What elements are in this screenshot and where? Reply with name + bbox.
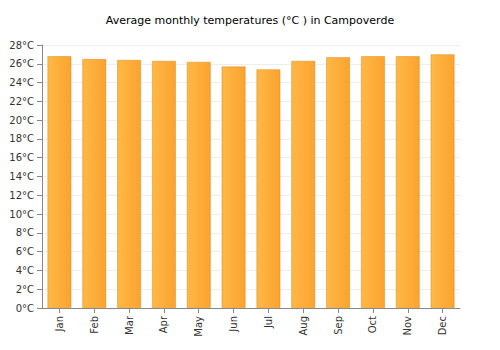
svg-text:May: May bbox=[193, 316, 204, 337]
svg-text:14°C: 14°C bbox=[9, 171, 34, 182]
svg-text:0°C: 0°C bbox=[16, 303, 34, 314]
svg-text:4°C: 4°C bbox=[16, 265, 34, 276]
svg-text:Sep: Sep bbox=[333, 316, 344, 335]
svg-text:10°C: 10°C bbox=[9, 209, 34, 220]
svg-text:Feb: Feb bbox=[89, 316, 100, 334]
svg-text:26°C: 26°C bbox=[9, 58, 34, 69]
svg-text:Nov: Nov bbox=[402, 316, 413, 336]
svg-text:Jun: Jun bbox=[228, 316, 239, 333]
svg-text:20°C: 20°C bbox=[9, 115, 34, 126]
svg-text:24°C: 24°C bbox=[9, 77, 34, 88]
svg-text:8°C: 8°C bbox=[16, 227, 34, 238]
svg-text:Jul: Jul bbox=[263, 316, 274, 329]
svg-text:16°C: 16°C bbox=[9, 152, 34, 163]
svg-text:12°C: 12°C bbox=[9, 190, 34, 201]
svg-text:28°C: 28°C bbox=[9, 40, 34, 51]
svg-text:2°C: 2°C bbox=[16, 284, 34, 295]
svg-text:18°C: 18°C bbox=[9, 133, 34, 144]
svg-text:Jan: Jan bbox=[54, 316, 65, 332]
svg-text:Dec: Dec bbox=[437, 316, 448, 335]
svg-text:22°C: 22°C bbox=[9, 96, 34, 107]
svg-text:Apr: Apr bbox=[158, 315, 169, 333]
svg-text:Aug: Aug bbox=[298, 316, 309, 336]
svg-text:Mar: Mar bbox=[124, 315, 135, 335]
svg-text:6°C: 6°C bbox=[16, 246, 34, 257]
svg-text:Oct: Oct bbox=[367, 316, 378, 333]
svg-text:Average monthly temperatures (: Average monthly temperatures (°C ) in Ca… bbox=[106, 14, 395, 27]
